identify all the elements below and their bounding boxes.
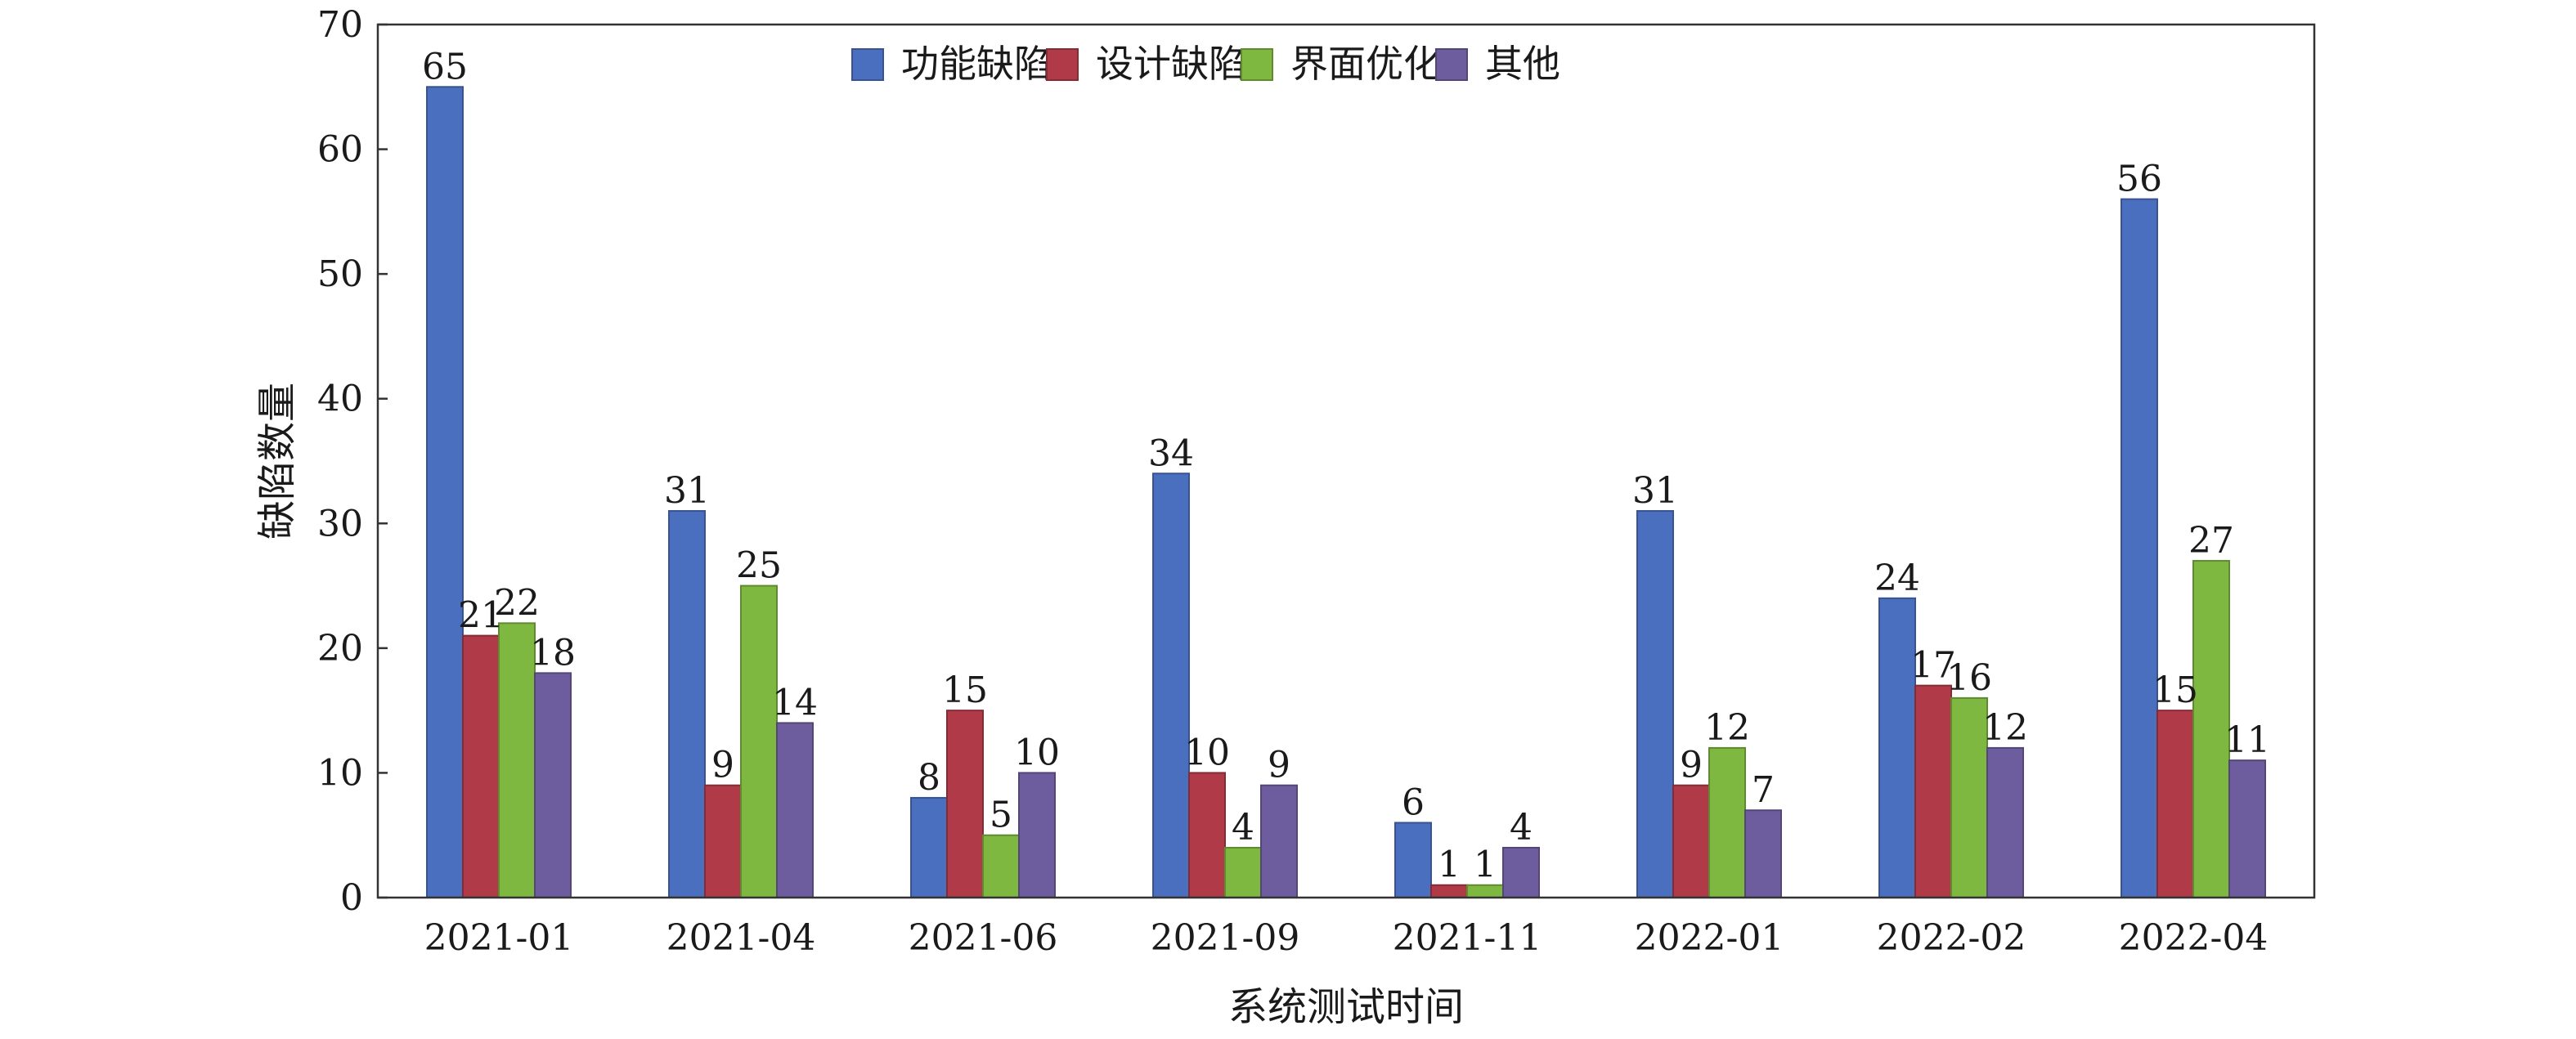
data-label: 25	[736, 545, 782, 587]
y-tick-label: 10	[317, 752, 363, 794]
bar	[1878, 597, 1916, 898]
y-axis-title: 缺陷数量	[254, 383, 300, 540]
bars-layer	[426, 86, 2266, 899]
bar	[776, 722, 814, 899]
x-axis: 2021-01 2021-04 2021-06 2021-09 2021-11 2022-…	[424, 917, 2269, 959]
data-label: 17	[1910, 645, 1956, 687]
bar	[1502, 846, 1540, 899]
data-label: 12	[1704, 707, 1750, 749]
x-tick-label: 2022-02	[1877, 917, 2026, 959]
bar	[668, 510, 706, 898]
data-label: 10	[1184, 732, 1230, 773]
y-tick-label: 40	[317, 378, 363, 420]
bar	[1018, 772, 1056, 899]
y-tick-label: 60	[317, 129, 363, 171]
data-label: 31	[664, 470, 710, 512]
bar	[2228, 759, 2266, 899]
bar	[704, 784, 742, 899]
data-label: 15	[942, 670, 988, 711]
x-tick-label: 2021-09	[1151, 917, 1300, 959]
data-label: 4	[1232, 807, 1254, 849]
bar	[1430, 884, 1468, 898]
data-label: 11	[2224, 719, 2270, 761]
bar	[1188, 772, 1226, 899]
bar	[426, 86, 464, 899]
bar	[910, 796, 948, 899]
y-tick-label: 30	[317, 503, 363, 544]
y-tick-label: 70	[317, 4, 363, 46]
legend-swatch	[1046, 48, 1079, 81]
bar	[1986, 746, 2024, 899]
bar	[1260, 784, 1298, 899]
data-label: 18	[530, 632, 576, 674]
data-label: 4	[1510, 807, 1533, 849]
bar	[1152, 472, 1190, 898]
data-label: 8	[918, 757, 940, 799]
y-tick-label: 50	[317, 253, 363, 295]
data-label: 16	[1946, 657, 1992, 699]
legend-swatch	[1435, 48, 1468, 81]
x-tick-label: 2022-04	[2119, 917, 2269, 959]
data-label: 9	[1680, 745, 1703, 786]
data-label: 31	[1632, 470, 1678, 512]
y-tick-label: 0	[340, 877, 363, 919]
x-tick-label: 2021-01	[424, 917, 574, 959]
data-label: 6	[1402, 781, 1425, 823]
data-label: 15	[2152, 670, 2198, 711]
bar	[946, 710, 984, 899]
bar	[1466, 884, 1504, 898]
legend: 功能缺陷 设计缺陷 界面优化 其他	[851, 42, 1560, 86]
legend-swatch	[851, 48, 884, 81]
legend-swatch	[1241, 48, 1273, 81]
data-label: 27	[2188, 520, 2234, 562]
legend-label: 其他	[1485, 42, 1560, 86]
bar	[534, 672, 572, 898]
bar	[462, 634, 500, 898]
x-tick-label: 2021-04	[666, 917, 816, 959]
legend-label: 设计缺陷	[1096, 42, 1246, 86]
data-label: 24	[1874, 558, 1920, 599]
data-label: 9	[1268, 745, 1290, 786]
data-label: 34	[1148, 432, 1194, 474]
bar	[740, 584, 778, 898]
legend-label: 界面优化	[1290, 42, 1441, 86]
bar	[1708, 746, 1746, 899]
x-axis-title: 系统测试时间	[1228, 984, 1464, 1030]
plot-frame	[376, 23, 2316, 899]
bar	[1224, 846, 1262, 899]
y-tick-label: 20	[317, 628, 363, 670]
x-tick-label: 2021-06	[909, 917, 1058, 959]
data-label: 22	[494, 582, 540, 624]
y-axis: 0 10 20 30 40 50 60 70	[317, 4, 388, 919]
data-label: 7	[1752, 769, 1775, 811]
bar	[1394, 822, 1432, 899]
bar	[982, 834, 1020, 899]
x-tick-label: 2021-11	[1393, 917, 1542, 959]
bar	[1914, 684, 1952, 899]
data-label: 10	[1014, 732, 1060, 773]
data-label: 14	[772, 682, 818, 723]
data-label: 1	[1474, 844, 1497, 886]
bar	[2120, 198, 2158, 899]
data-label: 21	[458, 595, 504, 637]
data-label: 5	[990, 795, 1012, 836]
x-tick-label: 2022-01	[1635, 917, 1784, 959]
data-label: 12	[1982, 707, 2028, 749]
bar	[1744, 809, 1782, 899]
data-label: 9	[711, 745, 734, 786]
legend-label: 功能缺陷	[901, 42, 1052, 86]
data-label: 1	[1438, 844, 1461, 886]
data-label: 56	[2116, 159, 2162, 200]
bar	[1672, 784, 1710, 899]
data-label: 65	[422, 46, 468, 87]
bar	[2156, 710, 2194, 899]
bar	[1636, 510, 1674, 898]
